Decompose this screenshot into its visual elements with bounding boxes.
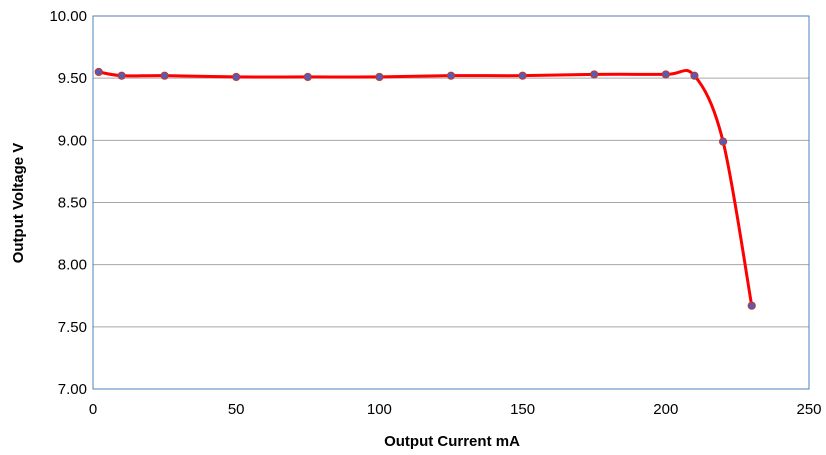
data-point <box>232 72 241 82</box>
data-points <box>94 67 756 310</box>
data-point <box>446 71 456 80</box>
x-tick-label: 100 <box>367 401 392 418</box>
data-point <box>518 71 527 80</box>
x-tick-label: 0 <box>89 401 97 418</box>
data-point <box>590 70 599 79</box>
data-point <box>117 71 126 80</box>
data-point <box>375 72 384 82</box>
x-axis-title: Output Current mA <box>384 433 520 450</box>
x-tick-label: 200 <box>653 401 678 418</box>
x-axis-ticks: 0 50 100 150 200 250 <box>89 401 822 418</box>
y-tick-label: 8.00 <box>58 257 87 274</box>
y-axis-ticks: 7.00 7.50 8.00 8.50 9.00 9.50 10.00 <box>49 8 87 398</box>
y-axis-title: Output Voltage V <box>10 143 27 264</box>
x-tick-label: 150 <box>510 401 535 418</box>
x-tick-label: 250 <box>796 401 821 418</box>
data-point <box>690 71 699 80</box>
data-point <box>160 71 169 80</box>
data-point <box>661 70 670 79</box>
y-tick-label: 7.00 <box>58 381 87 398</box>
y-tick-label: 7.50 <box>58 319 87 336</box>
x-tick-label: 50 <box>228 401 245 418</box>
data-point <box>747 301 756 310</box>
data-point <box>94 67 103 77</box>
y-tick-label: 9.00 <box>58 132 87 149</box>
data-point <box>718 137 728 146</box>
plot-area-border <box>92 15 810 390</box>
data-point <box>303 72 312 82</box>
y-tick-label: 9.50 <box>58 70 87 87</box>
y-tick-label: 8.50 <box>58 195 87 212</box>
series-line <box>98 68 754 306</box>
y-tick-label: 10.00 <box>49 8 87 25</box>
